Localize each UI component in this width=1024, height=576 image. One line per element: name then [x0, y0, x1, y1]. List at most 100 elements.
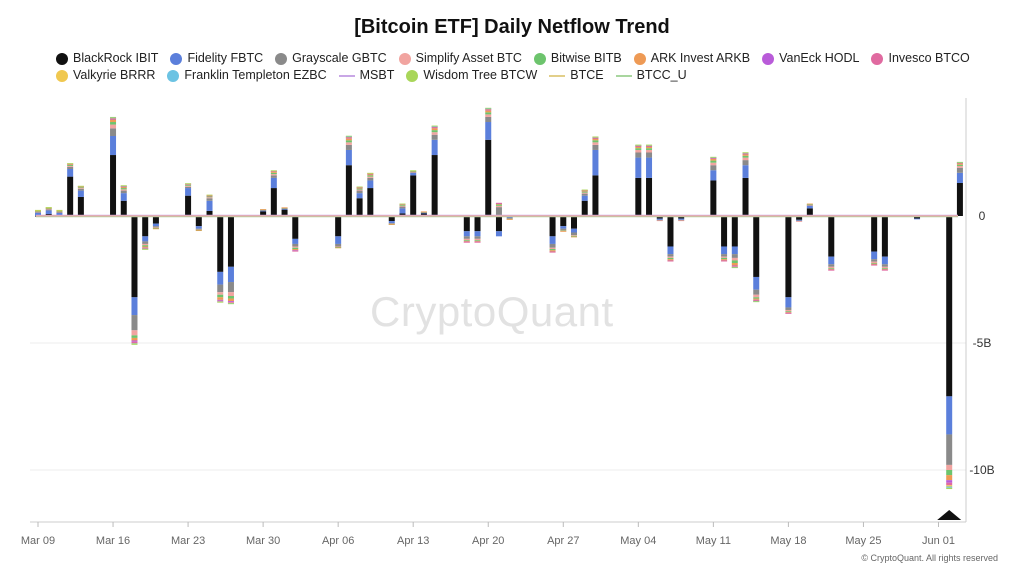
bar-stack[interactable] — [356, 186, 363, 216]
bar-segment[interactable] — [152, 226, 159, 228]
bar-stack[interactable] — [495, 202, 502, 237]
bar-segment[interactable] — [431, 134, 438, 140]
bar-segment[interactable] — [956, 164, 963, 166]
bar-stack[interactable] — [946, 216, 953, 490]
bar-segment[interactable] — [131, 335, 138, 338]
bar-stack[interactable] — [956, 161, 963, 216]
bar-segment[interactable] — [45, 209, 52, 211]
bar-segment[interactable] — [731, 246, 738, 255]
bar-segment[interactable] — [678, 220, 685, 222]
bar-segment[interactable] — [45, 208, 52, 209]
bar-segment[interactable] — [871, 259, 878, 262]
bar-segment[interactable] — [646, 149, 653, 153]
bar-segment[interactable] — [635, 148, 642, 150]
bar-segment[interactable] — [635, 146, 642, 149]
bar-segment[interactable] — [592, 137, 599, 139]
bar-stack[interactable] — [463, 216, 470, 243]
bar-segment[interactable] — [270, 171, 277, 173]
bar-stack[interactable] — [485, 107, 492, 216]
bar-segment[interactable] — [463, 236, 470, 239]
bar-segment[interactable] — [881, 256, 888, 265]
bar-segment[interactable] — [806, 204, 813, 205]
bar-segment[interactable] — [667, 246, 674, 255]
bar-segment[interactable] — [828, 266, 835, 269]
bar-segment[interactable] — [742, 154, 749, 156]
bar-segment[interactable] — [110, 155, 117, 216]
bar-segment[interactable] — [463, 216, 470, 232]
bar-stack[interactable] — [560, 216, 567, 232]
bar-segment[interactable] — [485, 108, 492, 110]
bar-segment[interactable] — [721, 260, 728, 262]
bar-segment[interactable] — [785, 309, 792, 312]
bar-segment[interactable] — [678, 218, 685, 220]
bar-stack[interactable] — [388, 216, 395, 225]
bar-segment[interactable] — [142, 246, 149, 248]
bar-segment[interactable] — [581, 195, 588, 201]
bar-segment[interactable] — [731, 267, 738, 269]
bar-segment[interactable] — [581, 193, 588, 196]
bar-segment[interactable] — [152, 216, 159, 224]
bar-stack[interactable] — [185, 183, 192, 216]
bar-segment[interactable] — [667, 216, 674, 247]
bar-segment[interactable] — [485, 110, 492, 113]
bar-segment[interactable] — [871, 264, 878, 266]
bar-segment[interactable] — [35, 211, 41, 213]
bar-segment[interactable] — [592, 149, 599, 176]
bar-segment[interactable] — [635, 144, 642, 146]
bar-segment[interactable] — [56, 210, 63, 212]
bar-segment[interactable] — [495, 216, 502, 232]
bar-segment[interactable] — [667, 257, 674, 260]
bar-segment[interactable] — [485, 112, 492, 115]
bar-segment[interactable] — [45, 207, 52, 208]
bar-segment[interactable] — [206, 194, 213, 196]
legend-item[interactable]: ARK Invest ARKB — [633, 50, 750, 67]
bar-segment[interactable] — [388, 223, 395, 224]
bar-segment[interactable] — [388, 216, 395, 222]
bar-segment[interactable] — [131, 330, 138, 336]
bar-stack[interactable] — [871, 216, 878, 266]
bar-segment[interactable] — [796, 219, 803, 221]
bar-segment[interactable] — [560, 228, 567, 230]
bar-segment[interactable] — [217, 284, 224, 293]
bar-segment[interactable] — [742, 165, 749, 178]
bar-segment[interactable] — [753, 298, 760, 300]
bar-segment[interactable] — [356, 188, 363, 190]
bar-stack[interactable] — [549, 216, 556, 253]
bar-segment[interactable] — [549, 247, 556, 250]
bar-segment[interactable] — [710, 165, 717, 171]
bar-segment[interactable] — [35, 210, 41, 212]
bar-segment[interactable] — [410, 172, 417, 173]
legend-item[interactable]: VanEck HODL — [762, 50, 859, 67]
bar-segment[interactable] — [956, 182, 963, 216]
bar-segment[interactable] — [742, 155, 749, 158]
bar-segment[interactable] — [881, 268, 888, 270]
bar-segment[interactable] — [431, 155, 438, 216]
bar-segment[interactable] — [131, 343, 138, 344]
bar-segment[interactable] — [731, 265, 738, 267]
bar-segment[interactable] — [142, 216, 149, 237]
bar-segment[interactable] — [110, 119, 117, 123]
bar-segment[interactable] — [195, 226, 202, 229]
bar-segment[interactable] — [206, 196, 213, 198]
bar-segment[interactable] — [217, 271, 224, 285]
bar-stack[interactable] — [646, 144, 653, 216]
bar-segment[interactable] — [335, 216, 342, 237]
bar-segment[interactable] — [710, 170, 717, 181]
bar-segment[interactable] — [270, 172, 277, 175]
bar-stack[interactable] — [217, 216, 224, 303]
bar-segment[interactable] — [560, 230, 567, 232]
bar-segment[interactable] — [646, 146, 653, 149]
bar-segment[interactable] — [260, 209, 267, 210]
bar-stack[interactable] — [131, 216, 138, 345]
bar-stack[interactable] — [474, 216, 481, 243]
bar-segment[interactable] — [914, 218, 921, 220]
bar-segment[interactable] — [67, 164, 74, 166]
bar-segment[interactable] — [828, 256, 835, 265]
bar-segment[interactable] — [881, 268, 888, 269]
bar-segment[interactable] — [185, 195, 192, 216]
legend-item[interactable]: Grayscale GBTC — [275, 50, 387, 67]
bar-segment[interactable] — [560, 216, 567, 227]
bar-segment[interactable] — [571, 216, 577, 229]
bar-segment[interactable] — [56, 211, 63, 213]
bar-stack[interactable] — [77, 185, 84, 216]
